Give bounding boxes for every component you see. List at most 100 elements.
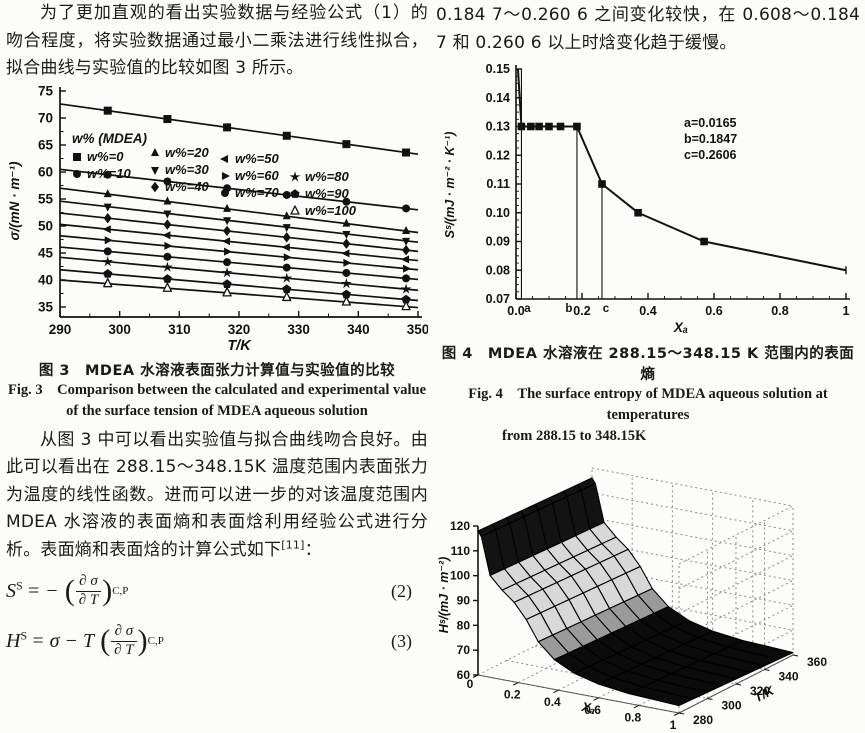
svg-text:b=0.1847: b=0.1847: [684, 132, 737, 146]
legend: w% (MDEA) w%=0 w%=10 w%=20 w%=30 w%=40 w%=50 w%…: [72, 131, 357, 218]
svg-text:90: 90: [457, 594, 471, 608]
svg-text:55: 55: [38, 191, 54, 206]
svg-text:60: 60: [38, 164, 53, 179]
body-paragraph: 从图 3 中可以看出实验值与拟合曲线吻合良好。由此可以看出在 288.15～34…: [6, 427, 428, 565]
series-w%=40: [59, 211, 419, 255]
svg-text:320: 320: [228, 322, 251, 337]
body-paragraph-text: 从图 3 中可以看出实验值与拟合曲线吻合良好。由此可以看出在 288.15～34…: [6, 429, 428, 560]
svg-text:0.0: 0.0: [507, 304, 524, 318]
svg-text:330: 330: [287, 322, 310, 337]
svg-text:w%=40: w%=40: [165, 179, 209, 194]
svg-text:a: a: [524, 303, 531, 315]
svg-text:120: 120: [450, 519, 470, 533]
page: { "page": {"background": "#fcfcf8", "ink…: [6, 0, 860, 732]
svg-text:80: 80: [457, 618, 471, 632]
figure3-caption-en-1: Fig. 3 Comparison between the calculated…: [7, 381, 427, 398]
svg-text:w%=50: w%=50: [235, 151, 279, 166]
eq2-number: (2): [391, 580, 412, 601]
eq2-paren-open: (: [64, 574, 75, 607]
svg-text:310: 310: [168, 322, 191, 337]
svg-text:75: 75: [38, 83, 54, 98]
series-w%=90: [59, 268, 419, 303]
svg-text:w%=80: w%=80: [305, 169, 349, 184]
svg-text:360: 360: [807, 655, 827, 669]
svg-text:w%=70: w%=70: [235, 185, 279, 200]
svg-text:60: 60: [457, 668, 471, 682]
svg-text:70: 70: [38, 110, 53, 125]
svg-text:70: 70: [457, 643, 471, 657]
eq3-subscript: C,P: [147, 635, 164, 647]
svg-text:0.4: 0.4: [544, 695, 561, 709]
equation-2: SS = − ( ∂ σ ∂ T ) C,P (2): [6, 568, 428, 614]
svg-text:110: 110: [451, 544, 471, 558]
eq3-lhs: HS: [6, 627, 28, 652]
svg-text:0.15: 0.15: [486, 62, 510, 76]
reference-superscript: [11]: [281, 537, 305, 551]
svg-text:Xₐ: Xₐ: [673, 320, 688, 335]
series-w%=60: [59, 234, 419, 273]
figure4-caption-en-2: from 288.15 to 348.15K: [502, 428, 647, 444]
svg-text:65: 65: [38, 137, 54, 152]
svg-text:0.14: 0.14: [486, 91, 510, 105]
svg-text:0.09: 0.09: [486, 235, 510, 249]
svg-text:0: 0: [467, 677, 474, 691]
eq3-paren-open: (: [100, 624, 111, 657]
svg-text:300: 300: [721, 699, 741, 713]
svg-text:Hˢ/(mJ · m⁻²): Hˢ/(mJ · m⁻²): [437, 557, 451, 634]
svg-text:c=0.2606: c=0.2606: [684, 148, 737, 162]
svg-text:0.8: 0.8: [771, 304, 788, 318]
svg-text:50: 50: [38, 218, 53, 233]
eq3-paren-close: ): [137, 624, 148, 657]
svg-text:a=0.0165: a=0.0165: [684, 116, 737, 130]
figure4-caption-cn: 图 4 MDEA 水溶液在 288.15～348.15 K 范围内的表面熵: [441, 346, 855, 383]
eq3-number: (3): [391, 630, 412, 651]
svg-text:c: c: [603, 303, 610, 315]
left-column: 为了更加直观的看出实验数据与经验公式（1）的吻合程度，将实验数据通过最小二乘法进…: [6, 0, 428, 664]
figure3-surface-tension-chart: 35 40 45 50 55 60 65 70 75 290 300 310 320 330 340 350 σ…: [7, 83, 428, 354]
svg-text:45: 45: [38, 245, 54, 260]
intro-paragraph: 为了更加直观的看出实验数据与经验公式（1）的吻合程度，将实验数据通过最小二乘法进…: [6, 3, 428, 78]
eq2-fraction: ∂ σ ∂ T: [75, 573, 102, 609]
figure4-caption-en-1: Fig. 4 The surface entropy of MDEA aqueo…: [468, 386, 828, 423]
series-w%=70: [59, 245, 419, 282]
equation-3: HS = σ − T ( ∂ σ ∂ T ) C,P (3): [6, 618, 428, 664]
svg-text:w%=90: w%=90: [305, 186, 349, 201]
continuation-paragraph: 0.184 7～0.260 6 之间变化较快，在 0.608～0.184 7 和…: [436, 5, 860, 53]
eq3-fraction: ∂ σ ∂ T: [111, 623, 137, 659]
figure3-caption-en-2: of the surface tension of MDEA aqueous s…: [66, 402, 368, 419]
svg-text:Sˢ/(mJ · m⁻² · K⁻¹): Sˢ/(mJ · m⁻² · K⁻¹): [443, 132, 457, 239]
series-w%=30: [59, 199, 419, 246]
svg-text:w%=20: w%=20: [165, 145, 209, 160]
svg-text:T/K: T/K: [227, 338, 252, 354]
series-w%=100: [59, 277, 419, 310]
eq2-subscript: C,P: [112, 585, 129, 597]
svg-text:1: 1: [843, 304, 850, 318]
svg-text:100: 100: [450, 569, 470, 583]
series-w%=80: [59, 255, 419, 294]
svg-text:0.11: 0.11: [486, 177, 510, 191]
svg-text:Xₐ: Xₐ: [580, 699, 597, 716]
eq2-operator: = −: [26, 579, 59, 602]
figure5-surface-enthalpy-3d-chart: 607080901001101200.20.40.60.810280300320…: [437, 467, 827, 732]
svg-text:340: 340: [347, 322, 370, 337]
svg-text:350: 350: [407, 322, 428, 337]
series-w%=10: [59, 167, 419, 212]
svg-text:w% (MDEA): w% (MDEA): [72, 131, 147, 146]
svg-text:0.13: 0.13: [486, 120, 510, 134]
svg-text:w%=30: w%=30: [165, 162, 209, 177]
svg-text:σ/(mN · m⁻¹): σ/(mN · m⁻¹): [7, 160, 22, 240]
svg-text:w%=10: w%=10: [87, 166, 131, 181]
svg-text:0.10: 0.10: [486, 206, 510, 220]
body-paragraph-tail: ：: [304, 539, 322, 560]
svg-text:0.6: 0.6: [705, 304, 722, 318]
svg-text:w%=60: w%=60: [235, 168, 279, 183]
series-w%=50: [59, 223, 419, 263]
eq2-lhs: SS: [6, 577, 23, 602]
svg-text:w%=0: w%=0: [87, 149, 124, 164]
figure4-surface-entropy-chart: 0.07 0.08 0.09 0.10 0.11 0.12 0.13 0.14 0.15 0.0 0…: [443, 62, 850, 335]
svg-text:b: b: [565, 303, 572, 315]
svg-text:0.12: 0.12: [486, 148, 510, 162]
series-w%=0: [59, 102, 419, 157]
series-w%=20: [59, 186, 419, 234]
svg-text:0.08: 0.08: [486, 263, 510, 277]
